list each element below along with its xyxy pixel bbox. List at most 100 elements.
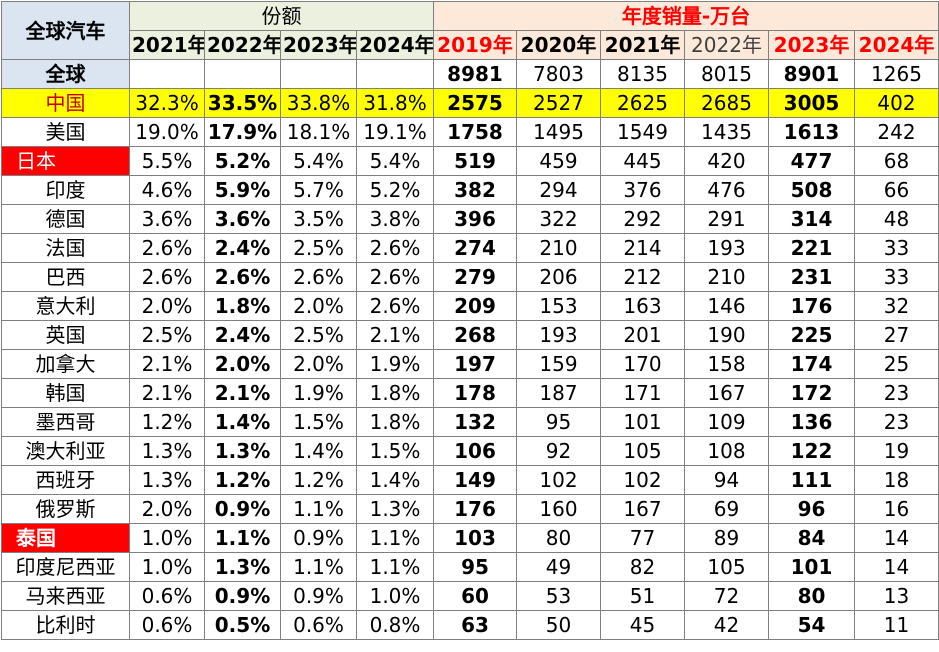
share-cell: 3.5% — [280, 204, 357, 234]
sales-cell: 279 — [433, 262, 517, 292]
sales-cell: 167 — [600, 494, 685, 524]
share-cell: 2.0% — [204, 349, 281, 379]
sales-cell: 1758 — [433, 117, 517, 147]
sales-cell: 11 — [854, 610, 939, 640]
country-name: 泰国 — [1, 523, 130, 553]
sales-year-header: 2019年 — [433, 30, 517, 60]
share-cell: 1.2% — [204, 465, 281, 495]
sales-cell: 80 — [516, 523, 601, 553]
sales-cell: 2575 — [433, 88, 517, 118]
sales-cell: 214 — [600, 233, 685, 263]
sales-cell: 396 — [433, 204, 517, 234]
country-name: 印度 — [1, 175, 130, 205]
sales-cell: 167 — [684, 378, 769, 408]
country-name: 加拿大 — [1, 349, 130, 379]
share-cell: 1.5% — [356, 436, 434, 466]
share-cell: 33.5% — [204, 88, 281, 118]
sales-cell: 49 — [516, 552, 601, 582]
country-name: 印度尼西亚 — [1, 552, 130, 582]
share-cell: 2.6% — [204, 262, 281, 292]
share-cell: 2.1% — [204, 378, 281, 408]
sales-cell: 193 — [684, 233, 769, 263]
sales-cell: 109 — [684, 407, 769, 437]
sales-cell: 103 — [433, 523, 517, 553]
share-year-header: 2022年 — [204, 30, 281, 60]
sales-cell: 382 — [433, 175, 517, 205]
sales-cell: 95 — [516, 407, 601, 437]
table-row: 马来西亚 0.6% 0.9% 0.9% 1.0% 60 53 51 72 80 13 — [1, 581, 939, 611]
sales-cell: 25 — [854, 349, 939, 379]
sales-cell: 84 — [768, 523, 855, 553]
share-cell: 2.6% — [356, 291, 434, 321]
sales-cell: 178 — [433, 378, 517, 408]
sales-cell: 187 — [516, 378, 601, 408]
sales-cell: 149 — [433, 465, 517, 495]
share-group-header: 份额 — [129, 1, 434, 31]
share-cell: 1.8% — [204, 291, 281, 321]
sales-cell: 72 — [684, 581, 769, 611]
sales-cell: 459 — [516, 146, 601, 176]
sales-cell: 106 — [433, 436, 517, 466]
share-cell: 31.8% — [356, 88, 434, 118]
sales-cell: 171 — [600, 378, 685, 408]
table-row: 俄罗斯 2.0% 0.9% 1.1% 1.3% 176 160 167 69 96 16 — [1, 494, 939, 524]
sales-cell: 60 — [433, 581, 517, 611]
table-row: 中国 32.3% 33.5% 33.8% 31.8% 2575 2527 2625 2685 30… — [1, 88, 939, 118]
sales-cell: 1549 — [600, 117, 685, 147]
share-cell: 5.5% — [129, 146, 205, 176]
sales-cell: 102 — [516, 465, 601, 495]
country-name: 澳大利亚 — [1, 436, 130, 466]
share-year-header: 2021年 — [129, 30, 205, 60]
sales-cell: 51 — [600, 581, 685, 611]
share-cell: 1.8% — [356, 378, 434, 408]
sales-cell: 1495 — [516, 117, 601, 147]
sales-cell: 176 — [768, 291, 855, 321]
sales-cell: 3005 — [768, 88, 855, 118]
share-cell: 1.4% — [280, 436, 357, 466]
sales-cell: 153 — [516, 291, 601, 321]
sales-cell: 1613 — [768, 117, 855, 147]
share-cell: 18.1% — [280, 117, 357, 147]
sales-cell: 1265 — [854, 59, 939, 89]
sales-cell: 23 — [854, 407, 939, 437]
sales-cell: 54 — [768, 610, 855, 640]
sales-cell: 2685 — [684, 88, 769, 118]
share-cell: 3.6% — [129, 204, 205, 234]
sales-cell: 242 — [854, 117, 939, 147]
share-cell: 1.1% — [280, 494, 357, 524]
sales-year-header: 2023年 — [768, 30, 855, 60]
share-year-header: 2024年 — [356, 30, 434, 60]
share-cell: 5.2% — [204, 146, 281, 176]
share-cell: 2.6% — [356, 262, 434, 292]
table-row: 法国 2.6% 2.4% 2.5% 2.6% 274 210 214 193 221 33 — [1, 233, 939, 263]
share-cell: 1.4% — [356, 465, 434, 495]
sales-cell: 291 — [684, 204, 769, 234]
sales-cell: 210 — [684, 262, 769, 292]
share-cell: 1.2% — [129, 407, 205, 437]
share-cell: 2.0% — [129, 494, 205, 524]
empty-cell — [280, 59, 357, 89]
table-row: 日本 5.5% 5.2% 5.4% 5.4% 519 459 445 420 477 68 — [1, 146, 939, 176]
share-cell: 0.6% — [129, 610, 205, 640]
share-cell: 0.9% — [204, 581, 281, 611]
share-cell: 2.4% — [204, 320, 281, 350]
sales-cell: 132 — [433, 407, 517, 437]
sales-cell: 158 — [684, 349, 769, 379]
sales-cell: 322 — [516, 204, 601, 234]
table-row: 澳大利亚 1.3% 1.3% 1.4% 1.5% 106 92 105 108 122 19 — [1, 436, 939, 466]
table-row: 意大利 2.0% 1.8% 2.0% 2.6% 209 153 163 146 176 32 — [1, 291, 939, 321]
sales-cell: 82 — [600, 552, 685, 582]
sales-cell: 8981 — [433, 59, 517, 89]
share-cell: 2.5% — [129, 320, 205, 350]
sales-cell: 94 — [684, 465, 769, 495]
sales-cell: 445 — [600, 146, 685, 176]
sales-cell: 314 — [768, 204, 855, 234]
sales-cell: 294 — [516, 175, 601, 205]
sales-cell: 210 — [516, 233, 601, 263]
share-cell: 0.9% — [280, 581, 357, 611]
sales-cell: 23 — [854, 378, 939, 408]
sales-cell: 519 — [433, 146, 517, 176]
header-group-row: 全球汽车 份额 年度销量-万台 — [1, 1, 939, 60]
share-cell: 5.4% — [356, 146, 434, 176]
sales-cell: 89 — [684, 523, 769, 553]
